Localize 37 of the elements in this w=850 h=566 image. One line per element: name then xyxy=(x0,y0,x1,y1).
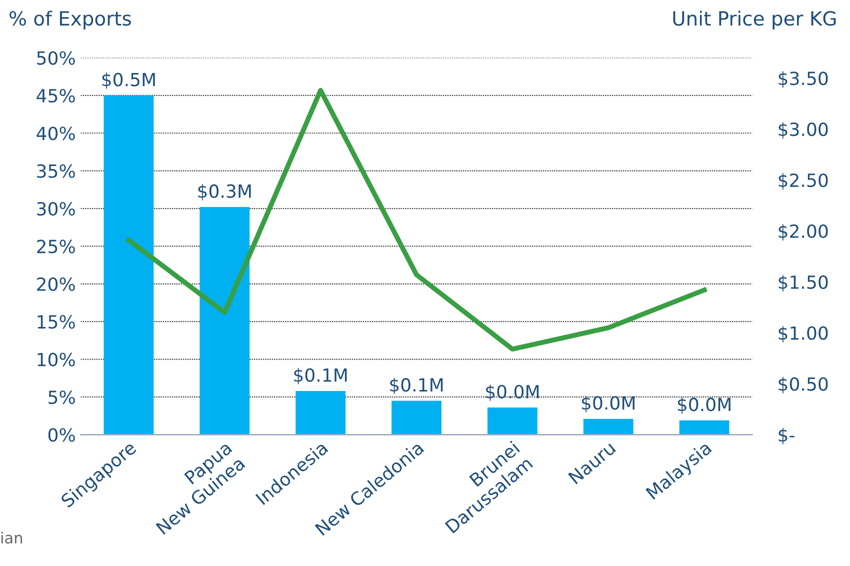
y-tick-label: 0% xyxy=(48,428,75,442)
y2-tick-label: $- xyxy=(778,428,794,444)
y2-tick-label: $3.00 xyxy=(778,122,828,139)
y2-tick-label: $2.00 xyxy=(778,224,828,240)
bar xyxy=(487,408,538,435)
y-tick-label: 5% xyxy=(48,390,75,404)
bar xyxy=(200,207,250,435)
bar xyxy=(296,390,346,435)
y2-tick-label: $2.50 xyxy=(778,173,828,190)
annotation: $0.1M xyxy=(390,378,443,394)
y-tick-label: 20% xyxy=(37,277,75,292)
line-series xyxy=(126,88,707,352)
y-tick-label: 10% xyxy=(38,352,75,366)
bar xyxy=(583,418,634,435)
y-tick-label: 45% xyxy=(36,88,75,103)
y-tick-label: 35% xyxy=(37,164,75,178)
bar xyxy=(104,95,154,435)
text: ian xyxy=(1,532,22,544)
y-tick-label: 30% xyxy=(37,202,75,216)
annotation: $0.0M xyxy=(582,396,634,412)
bar xyxy=(679,420,730,435)
y2-tick-label: $0.50 xyxy=(778,376,828,394)
annotation: $0.0M xyxy=(486,384,539,401)
bar xyxy=(392,400,442,435)
annotation: $0.0M xyxy=(678,397,730,414)
annotation: $0.3M xyxy=(198,184,251,200)
y-tick-label: 40% xyxy=(36,126,75,140)
y2-tick-label: $3.50 xyxy=(778,71,828,88)
y2-tick-label: $1.50 xyxy=(778,275,828,292)
annotation: $0.5M xyxy=(102,72,155,89)
y-tick-label: 25% xyxy=(37,240,75,254)
y-axis-title: % of Exports xyxy=(10,10,131,30)
y2-axis-title: Unit Price per KG xyxy=(673,10,836,30)
y-tick-label: 50% xyxy=(37,51,75,65)
y-tick-label: 15% xyxy=(38,315,75,329)
y2-tick-label: $1.00 xyxy=(778,326,828,342)
annotation: $0.1M xyxy=(294,368,347,384)
